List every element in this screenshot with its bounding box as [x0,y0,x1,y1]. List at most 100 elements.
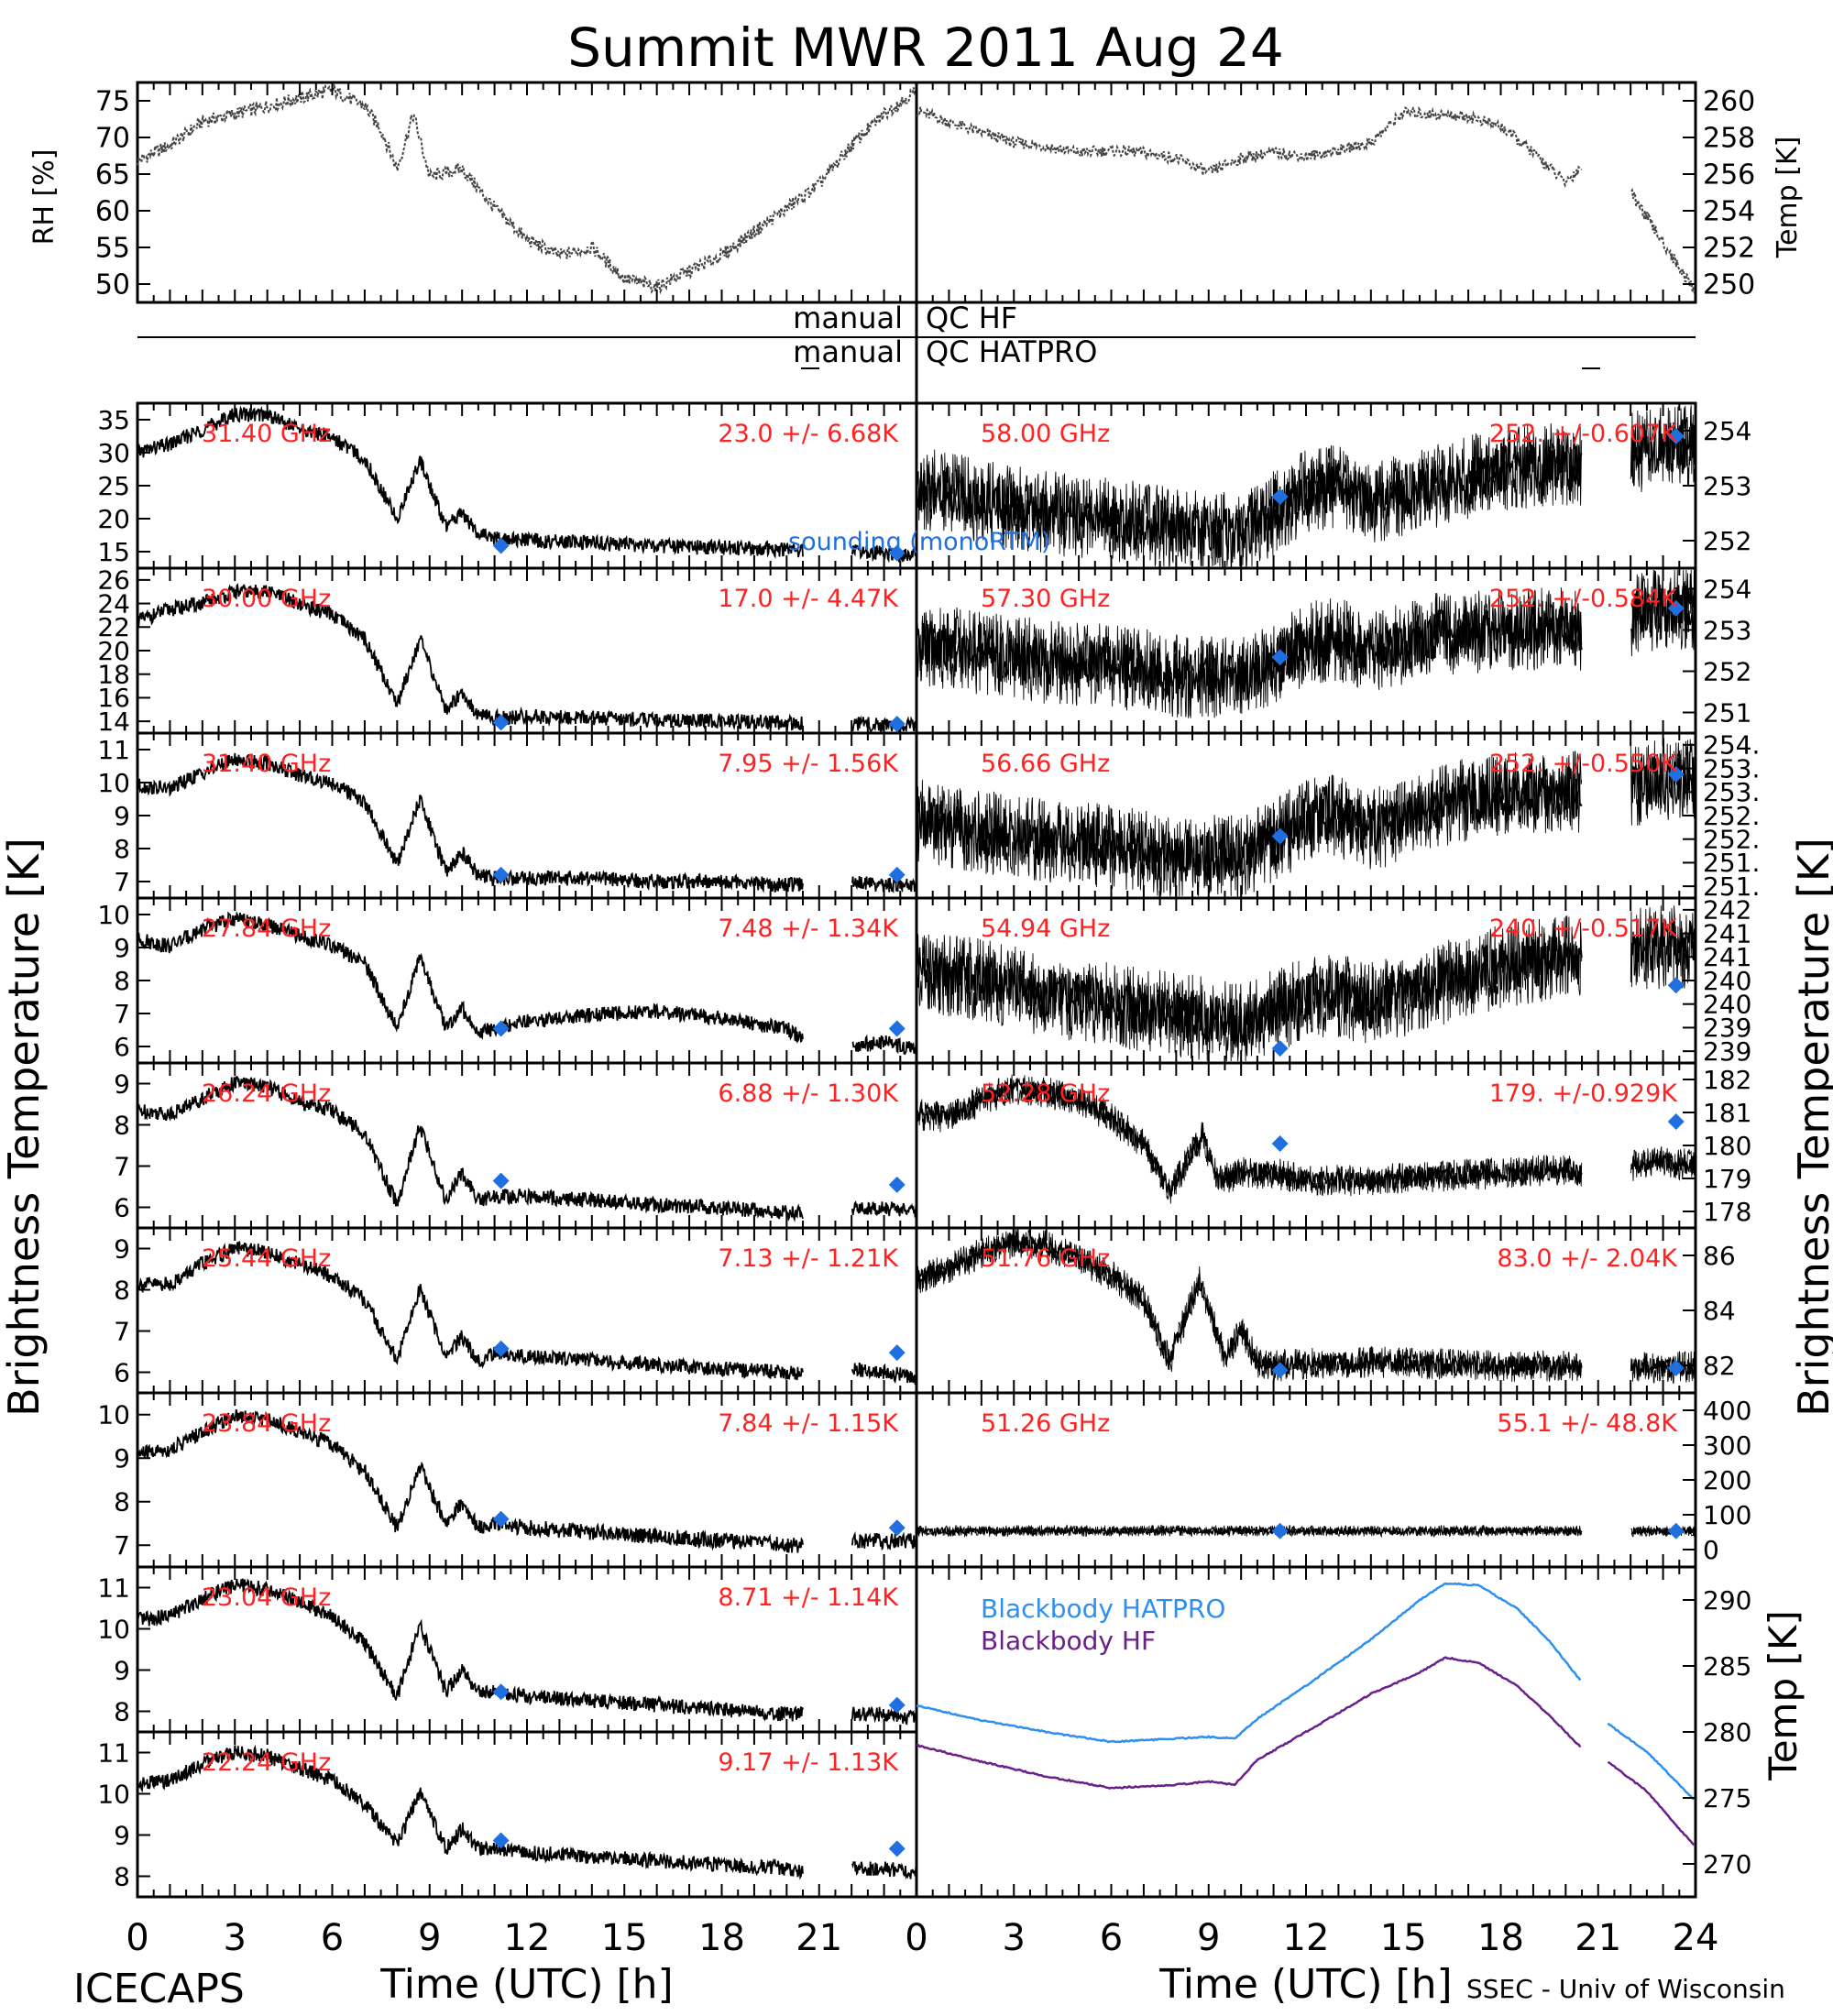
blackbody-panel: 290 285 280 275 270 Blackbody HATPRO Blackbo… [915,1565,1806,1899]
channel-frequency-label: 51.76 GHz [981,1244,1110,1273]
y-tick-label: 8 [114,1696,130,1726]
channel-frequency-label: 25.44 GHz [202,1244,331,1273]
y-tick-label: 182 [1703,1065,1751,1095]
sounding-marker [492,1832,510,1849]
channel-panel: 254.253.253.252.252.251.251.56.66 GHz 252… [915,730,1760,902]
y-tick-label: 22 [97,612,130,642]
y-tick-label: 241 [1703,918,1751,948]
y-tick-label: 11 [97,1737,130,1768]
y-tick-label: 252. [1703,801,1760,831]
sounding-marker [492,1020,510,1037]
sounding-marker [492,1340,510,1357]
x-axis-label-left: Time (UTC) [h] [379,1961,673,2008]
y-tick-label: 8 [114,834,130,864]
x-tick-label: 0 [126,1917,148,1959]
y-tick-label: 280 [1703,1717,1751,1748]
y-tick-label: 253. [1703,753,1760,783]
y-tick-label: 55 [95,233,130,265]
channel-frequency-label: 58.00 GHz [981,420,1110,448]
channel-series-line [137,911,917,1056]
qc-hatpro-right-label: QC HATPRO [926,334,1097,369]
y-tick-label: 9 [114,801,130,831]
y-tick-label: 10 [97,1614,130,1644]
y-tick-label: 252 [1703,656,1751,686]
sounding-marker [492,1172,510,1189]
y-tick-label: 239 [1703,1013,1751,1043]
y-tick-label: 82 [1703,1351,1736,1381]
legend-sounding: sounding (monoRTM) [788,528,1050,556]
y-tick-label: 285 [1703,1651,1751,1682]
channel-frequency-label: 54.94 GHz [981,915,1110,943]
qc-rows: manual QC HF manual QC HATPRO [137,301,1696,403]
sounding-marker [888,1176,906,1193]
channel-frequency-label: 26.24 GHz [202,1079,331,1108]
y-tick-label: 240 [1703,966,1751,996]
channel-frequency-label: 23.84 GHz [202,1409,331,1438]
sounding-marker [1667,1522,1685,1539]
sounding-marker [888,1344,906,1362]
y-tick-label: 256 [1703,159,1755,192]
y-tick-label: 84 [1703,1296,1736,1326]
y-tick-label: 65 [95,159,130,192]
channel-summary-label: 179. +/-0.929K [1489,1079,1678,1108]
sounding-marker [1667,977,1685,994]
x-tick-label: 0 [905,1917,927,1959]
y-tick-label: 250 [1703,269,1755,301]
channel-frequency-label: 22.24 GHz [202,1748,331,1777]
channel-series-line [137,1578,917,1726]
sounding-marker [888,1696,906,1714]
y-tick-label: 20 [97,636,130,666]
sounding-marker [888,1020,906,1037]
channel-series-noise [916,1228,1696,1384]
y-tick-label: 239 [1703,1036,1751,1067]
x-ticks-left: 0 3 6 9 12 15 18 21 [126,1917,842,1959]
x-tick-label: 9 [1197,1917,1220,1959]
temp-panel: 260 258 256 254 252 250 Temp [K] [915,81,1804,304]
y-tick-label: 253 [1703,471,1751,501]
y-tick-label: 10 [97,768,130,798]
channel-series-line [137,1744,917,1880]
y-tick-label: 180 [1703,1131,1751,1161]
y-tick-label: 240 [1703,990,1751,1020]
channel-summary-label: 8.71 +/- 1.14K [718,1583,899,1612]
channel-series-noise [916,905,1696,1062]
temp-line [916,105,1696,294]
channel-frequency-label: 31.40 GHz [202,750,331,778]
y-tick-label: 25 [97,471,130,501]
x-tick-label: 12 [504,1917,551,1959]
legend-blackbody-hf: Blackbody HF [981,1626,1156,1656]
y-tick-label: 200 [1703,1465,1751,1496]
y-tick-label: 275 [1703,1783,1751,1813]
x-tick-label: 3 [1003,1917,1026,1959]
y-tick-label: 10 [97,1779,130,1809]
channel-frequency-label: 31.40 GHz [202,420,331,448]
sounding-marker [888,866,906,883]
sounding-marker [888,1519,906,1537]
y-tick-label: 11 [97,735,130,765]
y-tick-label: 252 [1703,526,1751,556]
y-tick-label: 251. [1703,871,1760,902]
qc-hatpro-left-label: manual [793,334,903,369]
y-tick-label: 260 [1703,86,1755,118]
rh-axis-label: RH [%] [28,149,60,246]
channel-series-line [137,583,917,732]
rh-y-ticks: 75 70 65 60 55 50 [95,82,917,302]
y-tick-label: 6 [114,1032,130,1062]
y-tick-label: 9 [114,933,130,963]
sounding-marker [1271,827,1289,845]
icecaps-brand: ICECAPS [73,1966,245,2012]
channel-summary-label: 6.88 +/- 1.30K [718,1079,899,1108]
y-tick-label: 8 [114,1275,130,1305]
y-tick-label: 178 [1703,1197,1751,1227]
sounding-marker [1271,1522,1289,1539]
y-tick-label: 8 [114,1110,130,1140]
y-tick-label: 181 [1703,1098,1751,1128]
temp-y-ticks: 260 258 256 254 252 250 [916,82,1755,302]
y-tick-label: 35 [97,405,130,435]
channel-summary-label: 55.1 +/- 48.8K [1497,1409,1678,1438]
